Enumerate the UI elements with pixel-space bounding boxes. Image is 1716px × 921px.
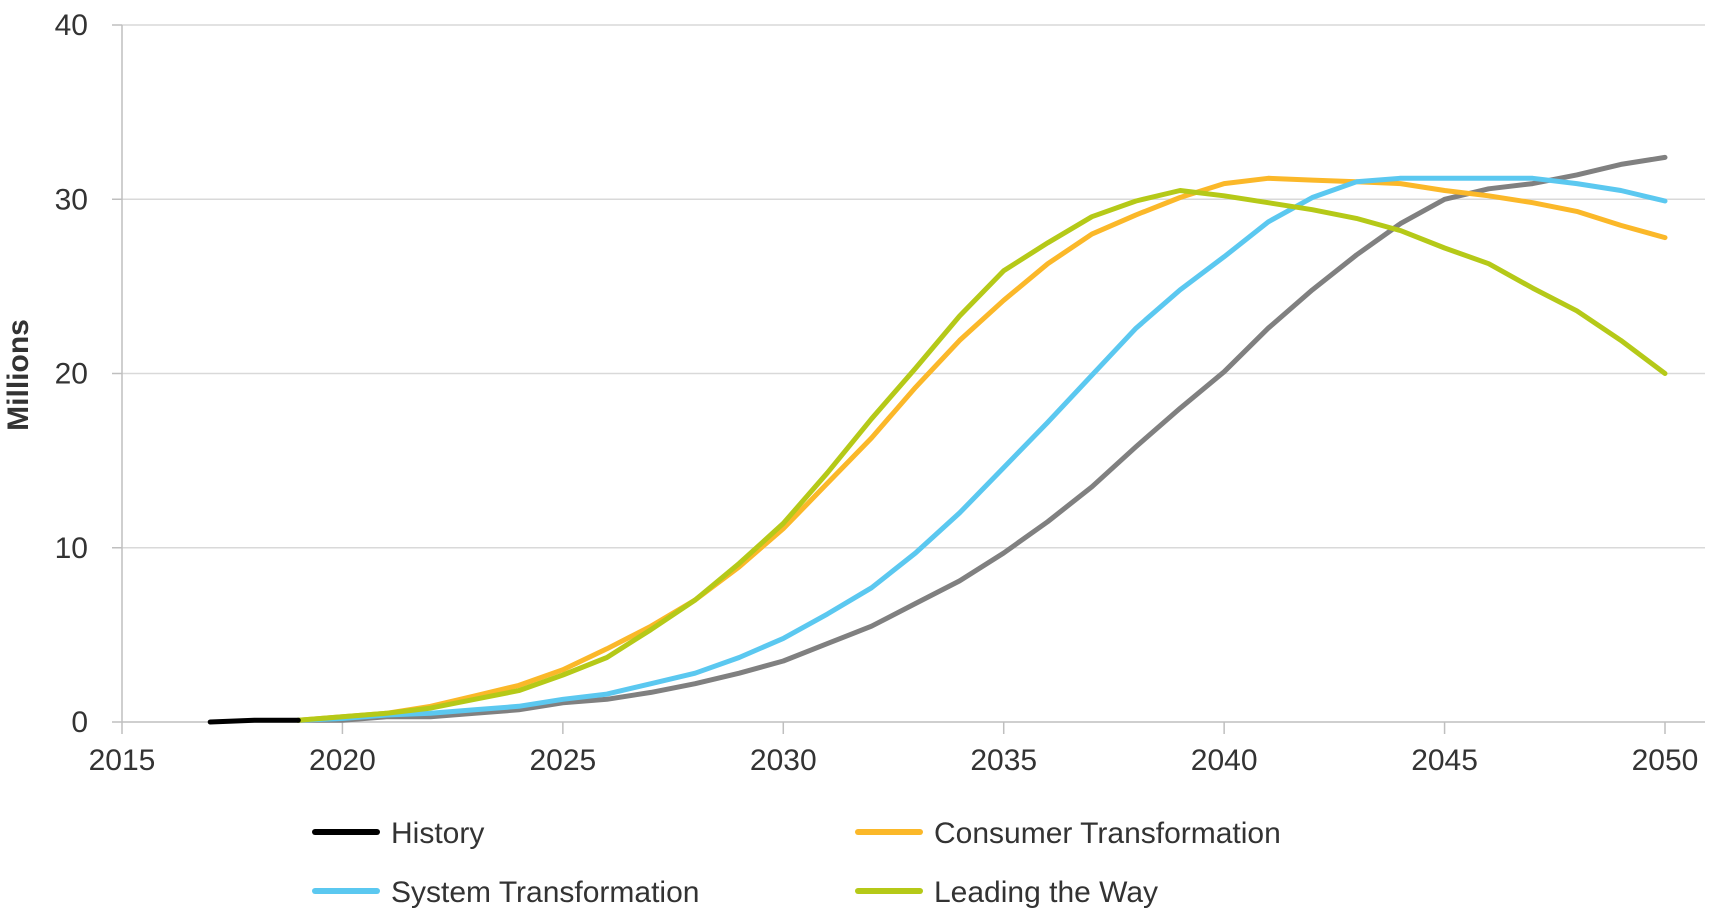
legend-label-history: History [391, 817, 484, 850]
legend-label-consumer-transformation: Consumer Transformation [934, 817, 1281, 850]
y-axis-title: Millions [2, 319, 35, 431]
data-series [207, 154, 1668, 725]
x-tick-label: 2025 [529, 744, 596, 777]
legend-label-system-transformation: System Transformation [391, 876, 699, 909]
series-line-system-transformation [295, 175, 1668, 723]
x-tick-label: 2040 [1191, 744, 1258, 777]
legend: History Consumer Transformation System Tra… [312, 817, 1281, 909]
x-tick-label: 2020 [309, 744, 376, 777]
series-line-history [207, 717, 301, 725]
y-tick-label: 0 [71, 706, 88, 739]
series-line-consumer-transformation [295, 175, 1668, 723]
series-line-leading-the-way [295, 188, 1668, 723]
x-tick-label: 2015 [89, 744, 156, 777]
x-tick-label: 2050 [1632, 744, 1699, 777]
y-tick-label: 20 [55, 358, 88, 391]
x-tick-label: 2035 [970, 744, 1037, 777]
axes [121, 25, 1705, 734]
y-tick-label: 40 [55, 9, 88, 42]
legend-label-leading-the-way: Leading the Way [934, 876, 1158, 909]
x-tick-label: 2030 [750, 744, 817, 777]
series-line-unlabeled-grey [295, 154, 1668, 723]
y-axis-tick-labels: 0 10 20 30 40 [55, 9, 88, 739]
x-tick-label: 2045 [1411, 744, 1478, 777]
y-tick-label: 30 [55, 183, 88, 216]
x-axis-tick-labels: 2015 2020 2025 2030 2035 2040 2045 2050 [89, 744, 1699, 777]
y-tick-label: 10 [55, 532, 88, 565]
